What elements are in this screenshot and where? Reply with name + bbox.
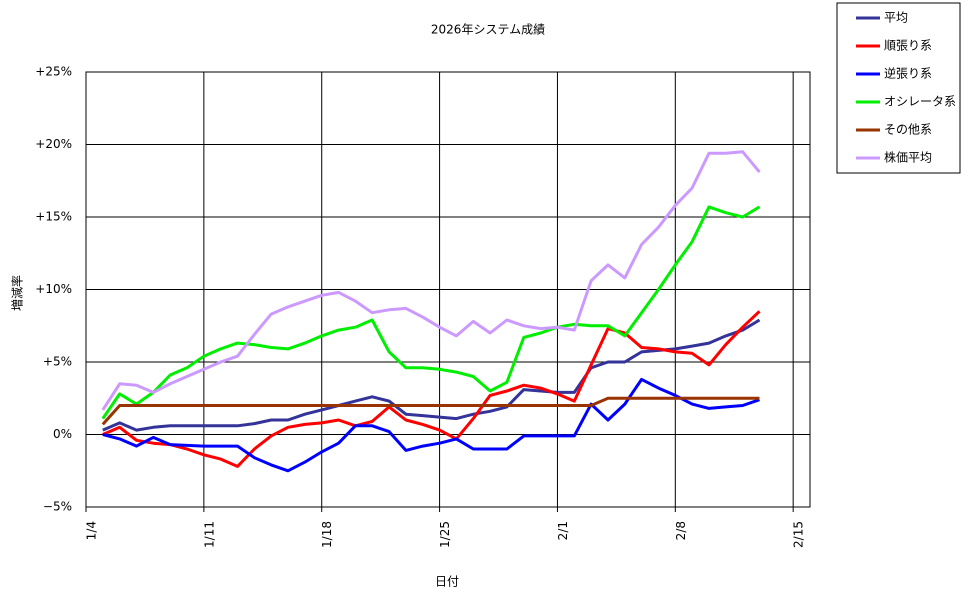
series-line bbox=[102, 318, 761, 432]
plot-border bbox=[85, 71, 811, 508]
x-tick-label: 2/15 bbox=[792, 521, 806, 548]
series-line bbox=[101, 150, 761, 411]
y-tick-label: 0% bbox=[53, 427, 72, 441]
y-tick-label: +25% bbox=[35, 65, 72, 79]
x-tick-label: 1/4 bbox=[85, 521, 99, 540]
legend-label: 逆張り系 bbox=[884, 66, 932, 81]
series-line bbox=[101, 205, 761, 420]
legend-label: オシレータ系 bbox=[884, 95, 956, 109]
y-tick-label: +5% bbox=[43, 355, 72, 369]
y-tick-label: +10% bbox=[35, 282, 72, 296]
legend-box bbox=[836, 2, 961, 174]
x-axis-label: 日付 bbox=[435, 575, 459, 589]
x-tick-label: 1/25 bbox=[438, 521, 452, 548]
legend-label: 平均 bbox=[884, 11, 908, 25]
x-tick-label: 2/8 bbox=[674, 521, 688, 540]
series-line bbox=[101, 396, 760, 426]
series-line bbox=[102, 377, 760, 473]
y-tick-label: +20% bbox=[35, 137, 72, 151]
legend-label: その他系 bbox=[884, 123, 932, 137]
x-tick-label: 1/18 bbox=[320, 521, 334, 548]
y-tick-label: +15% bbox=[35, 210, 72, 224]
x-tick-label: 1/11 bbox=[202, 521, 216, 548]
legend-label: 順張り系 bbox=[884, 39, 932, 53]
series-line bbox=[102, 310, 761, 468]
legend-label: 株価平均 bbox=[884, 150, 932, 165]
x-tick-label: 2/1 bbox=[556, 521, 570, 540]
y-axis-label: 増減率 bbox=[10, 275, 25, 311]
chart-title: 2026年システム成績 bbox=[431, 23, 545, 37]
y-tick-label: −5% bbox=[43, 500, 72, 514]
